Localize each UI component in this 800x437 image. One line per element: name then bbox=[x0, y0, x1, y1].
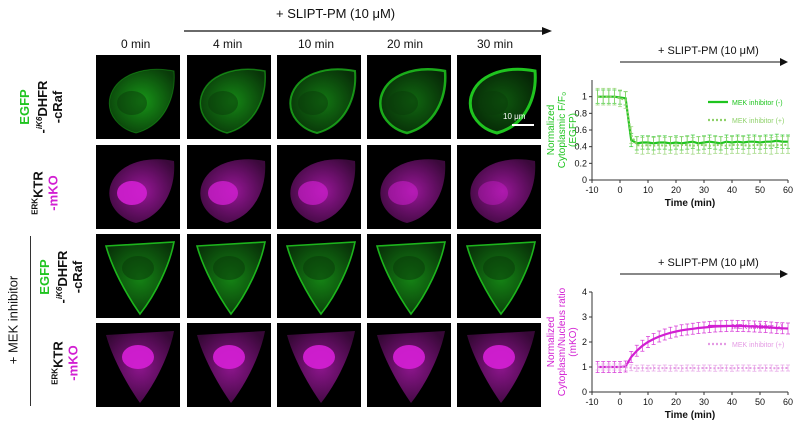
micrograph-tile bbox=[367, 323, 451, 407]
scale-bar bbox=[512, 124, 534, 126]
chart-annotation: + SLIPT-PM (10 μM) bbox=[658, 257, 759, 269]
series-line-0 bbox=[597, 324, 789, 369]
y-tick-label: 1 bbox=[582, 362, 587, 372]
legend-entry: MEK inhibitor (-) bbox=[732, 100, 783, 107]
x-tick-label: 30 bbox=[699, 185, 709, 195]
x-tick-label: 60 bbox=[783, 397, 793, 407]
chart-mko: + SLIPT-PM (10 μM) 0 1 2 3 4 -10 0 10 20 30 40 50 60 T… bbox=[540, 252, 800, 432]
micrograph-tile bbox=[457, 323, 541, 407]
micrograph-tile bbox=[187, 323, 271, 407]
micrograph-tile bbox=[457, 55, 541, 139]
legend-entry: MEK inhibitor (-) bbox=[732, 324, 783, 331]
mek-inhibitor-bracket bbox=[30, 236, 31, 406]
y-tick-label: 4 bbox=[582, 287, 587, 297]
micrograph-tile bbox=[187, 145, 271, 229]
x-tick-label: 30 bbox=[699, 397, 709, 407]
y-tick-label: 1 bbox=[582, 92, 587, 102]
row-label-egfp-1: EGFP -iK6DHFR -cRaf bbox=[16, 80, 66, 134]
micrograph-tile bbox=[277, 234, 361, 318]
row-label-egfp-2: EGFP -iK6DHFR -cRaf bbox=[36, 250, 86, 304]
y-tick-label: 0.4 bbox=[574, 142, 587, 152]
y-tick-label: 0.8 bbox=[574, 108, 587, 118]
micrograph-tile bbox=[187, 234, 271, 318]
micrograph-tile bbox=[96, 55, 180, 139]
x-tick-label: 10 bbox=[643, 185, 653, 195]
row-label-ktr-2: ERKKTR -mKO bbox=[50, 341, 81, 385]
micrograph-tile bbox=[457, 145, 541, 229]
y-tick-label: 0 bbox=[582, 175, 587, 185]
x-tick-label: -10 bbox=[585, 397, 598, 407]
micrograph-tile bbox=[187, 55, 271, 139]
top-treatment-arrow bbox=[184, 27, 552, 35]
time-header-4: 30 min bbox=[477, 37, 514, 51]
micrograph-tile bbox=[367, 234, 451, 318]
time-header-1: 4 min bbox=[213, 37, 243, 51]
micrograph-tile bbox=[277, 323, 361, 407]
y-axis-label: NormalizedCytoplasmic F/F₀(EGFP) bbox=[546, 92, 579, 168]
annotation-arrow-head bbox=[780, 58, 788, 66]
legend-entry: MEK inhibitor (+) bbox=[732, 118, 784, 125]
micrograph-tile bbox=[367, 145, 451, 229]
micrograph-tile bbox=[96, 145, 180, 229]
y-tick-label: 0 bbox=[582, 387, 587, 397]
x-tick-label: 40 bbox=[727, 185, 737, 195]
x-tick-label: 10 bbox=[643, 397, 653, 407]
x-tick-label: 20 bbox=[671, 397, 681, 407]
y-axis-label: NormalizedCytoplasm/Nucleus ratio(mKO) bbox=[546, 287, 579, 396]
y-tick-label: 2 bbox=[582, 337, 587, 347]
micrograph-tile bbox=[457, 234, 541, 318]
micrograph-tile bbox=[96, 234, 180, 318]
x-tick-label: 20 bbox=[671, 185, 681, 195]
micrograph-tile bbox=[96, 323, 180, 407]
row-label-ktr-1: ERKKTR -mKO bbox=[30, 171, 61, 215]
series-line-1 bbox=[597, 95, 788, 147]
x-tick-label: 50 bbox=[755, 185, 765, 195]
scale-bar-label: 10 μm bbox=[503, 112, 526, 121]
y-tick-label: 3 bbox=[582, 312, 587, 322]
x-tick-label: 0 bbox=[617, 397, 622, 407]
x-axis-label: Time (min) bbox=[665, 410, 715, 421]
y-tick-label: 0.2 bbox=[574, 158, 587, 168]
chart-egfp: + SLIPT-PM (10 μM) 0 0.2 0.4 0.6 0.8 1 -10 0 10 20… bbox=[540, 40, 800, 220]
x-tick-label: 60 bbox=[783, 185, 793, 195]
time-header-3: 20 min bbox=[387, 37, 424, 51]
chart-egfp-svg: + SLIPT-PM (10 μM)00.20.40.60.81-10 0 10 20… bbox=[546, 45, 793, 209]
x-tick-label: 0 bbox=[617, 185, 622, 195]
micrograph-tile bbox=[277, 145, 361, 229]
micrograph-tile bbox=[277, 55, 361, 139]
legend-entry: MEK inhibitor (+) bbox=[732, 342, 784, 349]
y-tick-label: 0.6 bbox=[574, 125, 587, 135]
chart-annotation: + SLIPT-PM (10 μM) bbox=[658, 45, 759, 57]
annotation-arrow-head bbox=[780, 270, 788, 278]
time-header-2: 10 min bbox=[298, 37, 335, 51]
time-header-0: 0 min bbox=[121, 37, 151, 51]
micrograph-tile bbox=[367, 55, 451, 139]
x-tick-label: 40 bbox=[727, 397, 737, 407]
mek-inhibitor-label: + MEK inhibitor bbox=[5, 275, 21, 365]
x-tick-label: -10 bbox=[585, 185, 598, 195]
x-axis-label: Time (min) bbox=[665, 198, 715, 209]
top-treatment-label: + SLIPT-PM (10 μM) bbox=[276, 6, 396, 21]
x-tick-label: 50 bbox=[755, 397, 765, 407]
